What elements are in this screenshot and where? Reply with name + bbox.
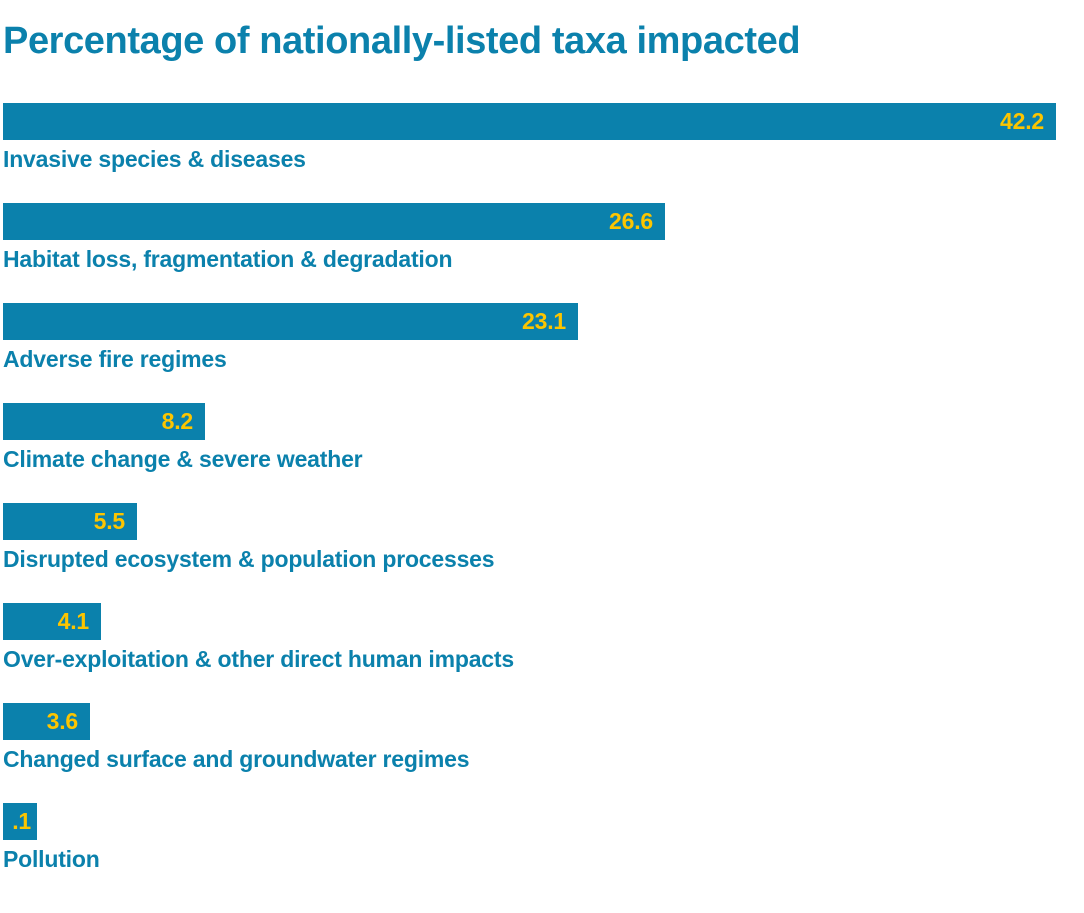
bar-row: 23.1 Adverse fire regimes <box>0 296 1084 396</box>
category-label-disrupted-ecosystem-and-population-processes: Disrupted ecosystem & population process… <box>3 546 495 572</box>
bar-climate-change-and-severe-weather[interactable]: 8.2 <box>3 403 205 440</box>
bar-invasive-species-and-diseases[interactable]: 42.2 <box>3 103 1056 140</box>
bar-value-label: 5.5 <box>93 508 126 534</box>
category-label-adverse-fire-regimes: Adverse fire regimes <box>3 346 227 372</box>
bar-value-label: 23.1 <box>522 308 566 334</box>
bar-value-label: 26.6 <box>609 208 653 234</box>
bar-row: 8.2 Climate change & severe weather <box>0 396 1084 496</box>
bar-chart-plot-area: 42.2 Invasive species & diseases 26.6 Ha… <box>0 96 1084 896</box>
category-label-invasive-species-and-diseases: Invasive species & diseases <box>3 146 306 172</box>
bar-row: 3.6 Changed surface and groundwater regi… <box>0 696 1084 796</box>
bar-over-exploitation-and-other-direct-human-impacts[interactable]: 4.1 <box>3 603 101 640</box>
bar-disrupted-ecosystem-and-population-processes[interactable]: 5.5 <box>3 503 137 540</box>
bar-value-label: .1 <box>12 808 31 834</box>
bar-changed-surface-and-groundwater-regimes[interactable]: 3.6 <box>3 703 90 740</box>
bar-habitat-loss-fragmentation-and-degradation[interactable]: 26.6 <box>3 203 665 240</box>
category-label-changed-surface-and-groundwater-regimes: Changed surface and groundwater regimes <box>3 746 470 772</box>
bar-value-label: 42.2 <box>1000 108 1044 134</box>
bar-row: 26.6 Habitat loss, fragmentation & degra… <box>0 196 1084 296</box>
category-label-pollution: Pollution <box>3 846 100 872</box>
bar-row: .1 Pollution <box>0 796 1084 896</box>
bar-row: 4.1 Over-exploitation & other direct hum… <box>0 596 1084 696</box>
bar-adverse-fire-regimes[interactable]: 23.1 <box>3 303 578 340</box>
bar-pollution[interactable]: .1 <box>3 803 37 840</box>
bar-row: 42.2 Invasive species & diseases <box>0 96 1084 196</box>
bar-value-label: 8.2 <box>161 408 194 434</box>
category-label-habitat-loss-fragmentation-and-degradation: Habitat loss, fragmentation & degradatio… <box>3 246 453 272</box>
bar-value-label: 3.6 <box>46 708 79 734</box>
bar-row: 5.5 Disrupted ecosystem & population pro… <box>0 496 1084 596</box>
category-label-climate-change-and-severe-weather: Climate change & severe weather <box>3 446 363 472</box>
category-label-over-exploitation-and-other-direct-human-impacts: Over-exploitation & other direct human i… <box>3 646 514 672</box>
bar-value-label: 4.1 <box>57 608 90 634</box>
chart-title: Percentage of nationally-listed taxa imp… <box>3 20 801 62</box>
